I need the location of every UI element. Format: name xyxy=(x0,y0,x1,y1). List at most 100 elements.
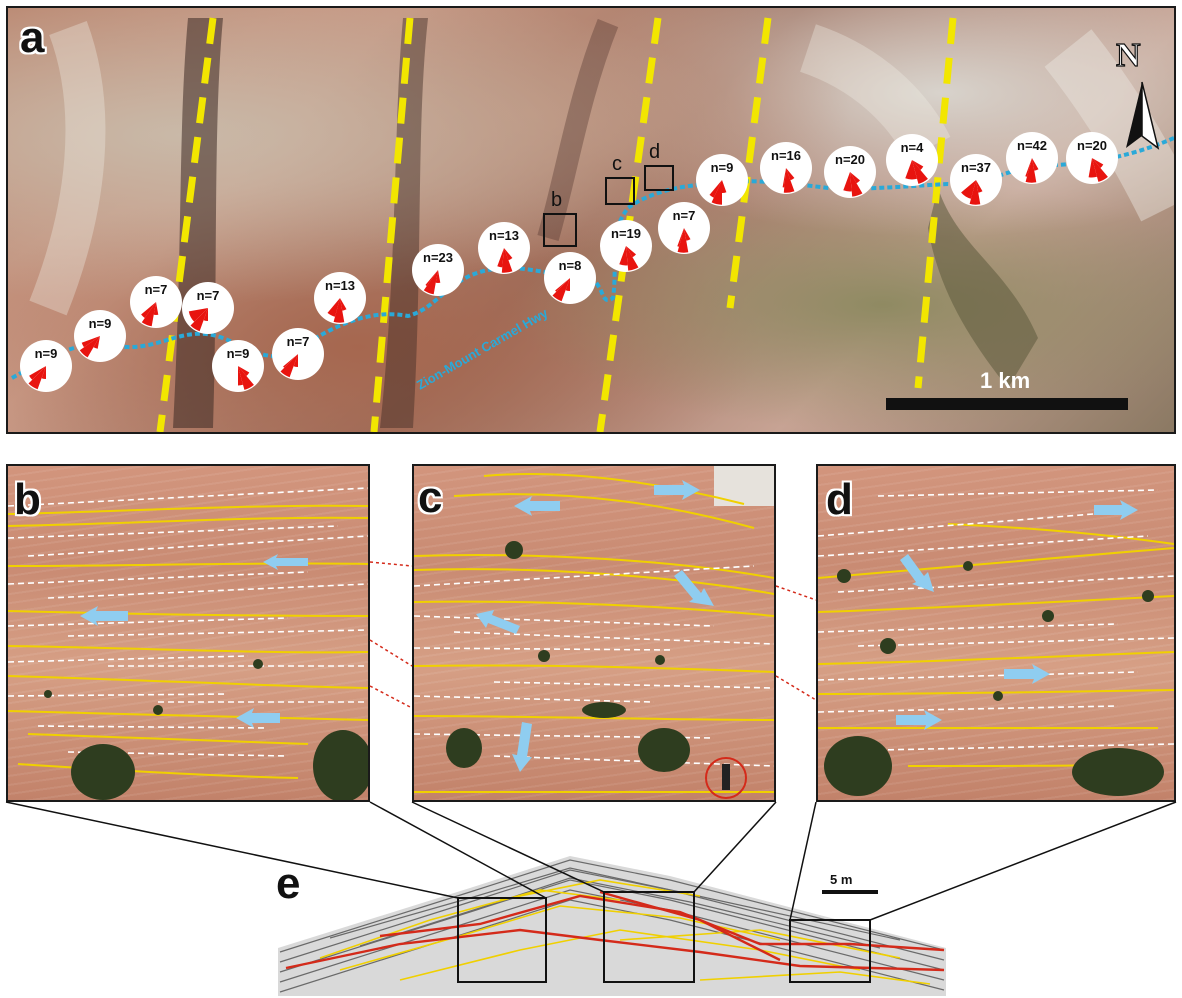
foreset-lines xyxy=(8,487,368,757)
rose-petal xyxy=(552,278,570,302)
rose-count-label: n=7 xyxy=(145,282,168,297)
rose-petal xyxy=(786,168,795,181)
rose-petal xyxy=(283,354,298,368)
section-box-b xyxy=(457,897,547,983)
rose-petal xyxy=(709,180,722,198)
highway-route xyxy=(11,136,1174,380)
rose-petal xyxy=(327,298,340,317)
rose-petal xyxy=(333,298,345,323)
trees xyxy=(824,561,1164,796)
paleocurrent-arrows xyxy=(80,554,308,728)
panel-label-d: d xyxy=(826,475,853,524)
rose-diagram: n=37 xyxy=(950,154,1002,206)
rose-petal xyxy=(153,302,159,316)
panel-label-b: b xyxy=(14,475,41,524)
road-label: Zion-Mount Carmel Hwy xyxy=(414,305,551,393)
rose-diagram: n=19 xyxy=(600,220,652,272)
panel-connectors xyxy=(5,801,1177,921)
rose-diagram: n=16 xyxy=(760,142,812,194)
section-bounding-surfaces xyxy=(319,879,931,985)
rose-petal xyxy=(1088,158,1097,178)
rose-count-label: n=9 xyxy=(711,160,734,175)
rose-petal xyxy=(783,168,795,193)
rose-petal xyxy=(555,278,570,292)
section-box-c xyxy=(603,891,695,983)
rose-diagram: n=9 xyxy=(74,310,126,362)
box-label-d: d xyxy=(649,141,660,163)
paleocurrent-arrows xyxy=(896,500,1138,730)
outcrop-overlay-c xyxy=(414,466,774,799)
rose-petal xyxy=(238,366,243,386)
rose-petal xyxy=(29,366,46,380)
rose-petal xyxy=(423,270,438,295)
rose-petal xyxy=(280,354,298,378)
rose-petal xyxy=(340,298,347,311)
rose-petal xyxy=(626,246,639,271)
rose-petal xyxy=(850,172,860,184)
paleocurrent-arrow xyxy=(1094,500,1138,520)
rose-count-label: n=7 xyxy=(287,334,310,349)
rose-petal xyxy=(141,302,156,327)
rose-petal xyxy=(969,180,981,205)
paleocurrent-arrow xyxy=(512,722,532,772)
rose-petal xyxy=(565,278,570,291)
fault-line xyxy=(914,17,957,389)
rose-count-label: n=7 xyxy=(673,208,696,223)
rose-petal xyxy=(203,308,208,321)
paleocurrent-arrow xyxy=(476,610,520,634)
bounding-surfaces xyxy=(8,504,368,779)
rose-petal xyxy=(141,302,156,318)
rose-petal xyxy=(912,160,924,170)
rose-petal xyxy=(1092,158,1108,182)
location-box-d xyxy=(644,165,674,191)
rose-diagram: n=42 xyxy=(1006,132,1058,184)
rose-petal xyxy=(501,248,513,273)
rose-petal xyxy=(238,366,254,390)
box-label-b: b xyxy=(551,189,562,211)
rose-petal xyxy=(711,180,722,205)
location-box-b xyxy=(543,213,577,247)
rose-count-label: n=13 xyxy=(489,228,519,243)
outcrop-photo-d: d xyxy=(816,464,1176,802)
rose-count-label: n=37 xyxy=(961,160,991,175)
rose-petal xyxy=(28,366,46,390)
foreset-lines xyxy=(818,489,1174,751)
rose-petal xyxy=(425,270,438,286)
paleocurrent-arrow xyxy=(900,554,934,592)
rose-petal xyxy=(722,180,727,193)
outcrop-overlay-b xyxy=(8,487,368,800)
rose-diagram: n=8 xyxy=(544,252,596,304)
map-overlay: Zion-Mount Carmel Hwy b c d n=9 n=9 n=7 n=7… xyxy=(11,17,1174,432)
rose-diagram: n=20 xyxy=(824,146,876,198)
cross-section xyxy=(278,856,946,996)
north-arrow: N xyxy=(1115,36,1160,150)
rose-diagram: n=4 xyxy=(886,134,938,186)
fault-line xyxy=(156,17,217,432)
rose-petal xyxy=(293,354,298,367)
rose-diagram: n=7 xyxy=(658,202,710,254)
rose-count-label: n=9 xyxy=(227,346,250,361)
location-box-c xyxy=(605,177,635,205)
rose-petal xyxy=(976,180,983,193)
rose-count-label: n=7 xyxy=(197,288,220,303)
rose-diagrams: n=9 n=9 n=7 n=7 n=9 n=7 n=13 n=23 n=13 n=8 n=19 n=7… xyxy=(20,132,1118,392)
north-label: N xyxy=(1116,37,1141,74)
rose-diagram: n=9 xyxy=(212,340,264,392)
rose-count-label: n=9 xyxy=(89,316,112,331)
paleocurrent-arrow xyxy=(263,554,308,570)
paleocurrent-arrow xyxy=(80,606,128,626)
rose-petal xyxy=(238,366,250,376)
rose-diagram: n=9 xyxy=(20,340,72,392)
rose-diagram: n=23 xyxy=(412,244,464,296)
rose-count-label: n=16 xyxy=(771,148,801,163)
rose-petal xyxy=(41,366,46,379)
paleocurrent-arrow xyxy=(1004,664,1050,684)
section-major-surfaces xyxy=(285,890,945,972)
rose-petal xyxy=(435,270,441,284)
rose-diagram: n=13 xyxy=(314,272,366,324)
paleocurrent-arrow xyxy=(514,496,560,516)
rose-petal xyxy=(782,168,786,188)
rose-petal xyxy=(684,228,691,241)
rose-petal xyxy=(850,172,863,197)
trees xyxy=(44,659,368,800)
